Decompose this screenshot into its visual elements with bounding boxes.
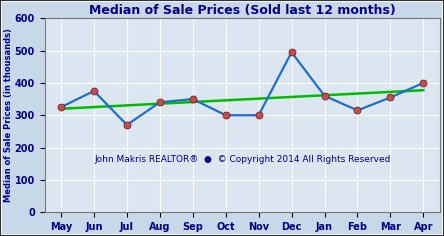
Y-axis label: Median of Sale Prices (in thousands): Median of Sale Prices (in thousands) bbox=[4, 28, 13, 202]
Point bbox=[420, 81, 427, 85]
Point bbox=[123, 123, 131, 127]
Point bbox=[387, 96, 394, 99]
Text: John Makris REALTOR®  ●  © Copyright 2014 All Rights Reserved: John Makris REALTOR® ● © Copyright 2014 … bbox=[94, 155, 390, 164]
Point bbox=[57, 105, 64, 109]
Point bbox=[91, 89, 98, 93]
Point bbox=[189, 97, 196, 101]
Point bbox=[354, 109, 361, 112]
Point bbox=[255, 113, 262, 117]
Point bbox=[222, 113, 229, 117]
Point bbox=[156, 100, 163, 104]
Point bbox=[321, 94, 328, 98]
Point bbox=[288, 50, 295, 54]
Title: Median of Sale Prices (Sold last 12 months): Median of Sale Prices (Sold last 12 mont… bbox=[89, 4, 396, 17]
